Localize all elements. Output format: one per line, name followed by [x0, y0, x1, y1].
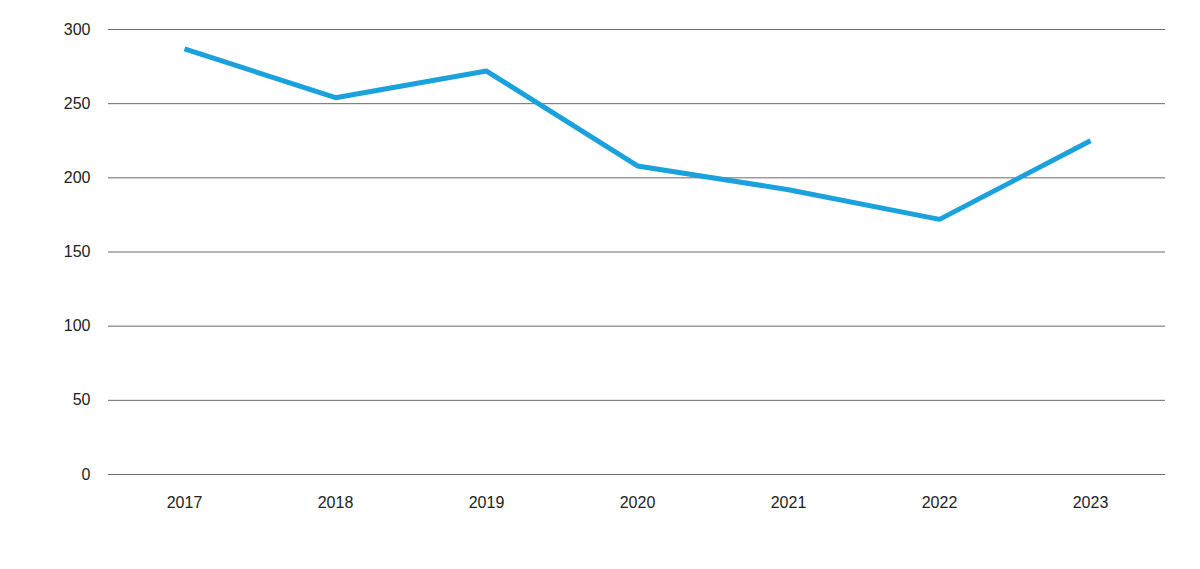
- svg-text:2022: 2022: [922, 494, 958, 511]
- svg-text:100: 100: [64, 317, 91, 334]
- svg-text:150: 150: [64, 243, 91, 260]
- svg-text:2021: 2021: [771, 494, 807, 511]
- svg-text:250: 250: [64, 95, 91, 112]
- svg-text:0: 0: [82, 466, 91, 483]
- svg-text:2017: 2017: [167, 494, 203, 511]
- svg-text:50: 50: [73, 391, 91, 408]
- svg-text:200: 200: [64, 169, 91, 186]
- svg-text:2019: 2019: [469, 494, 505, 511]
- svg-text:300: 300: [64, 21, 91, 38]
- svg-text:2023: 2023: [1073, 494, 1109, 511]
- svg-text:2018: 2018: [318, 494, 354, 511]
- svg-text:2020: 2020: [620, 494, 656, 511]
